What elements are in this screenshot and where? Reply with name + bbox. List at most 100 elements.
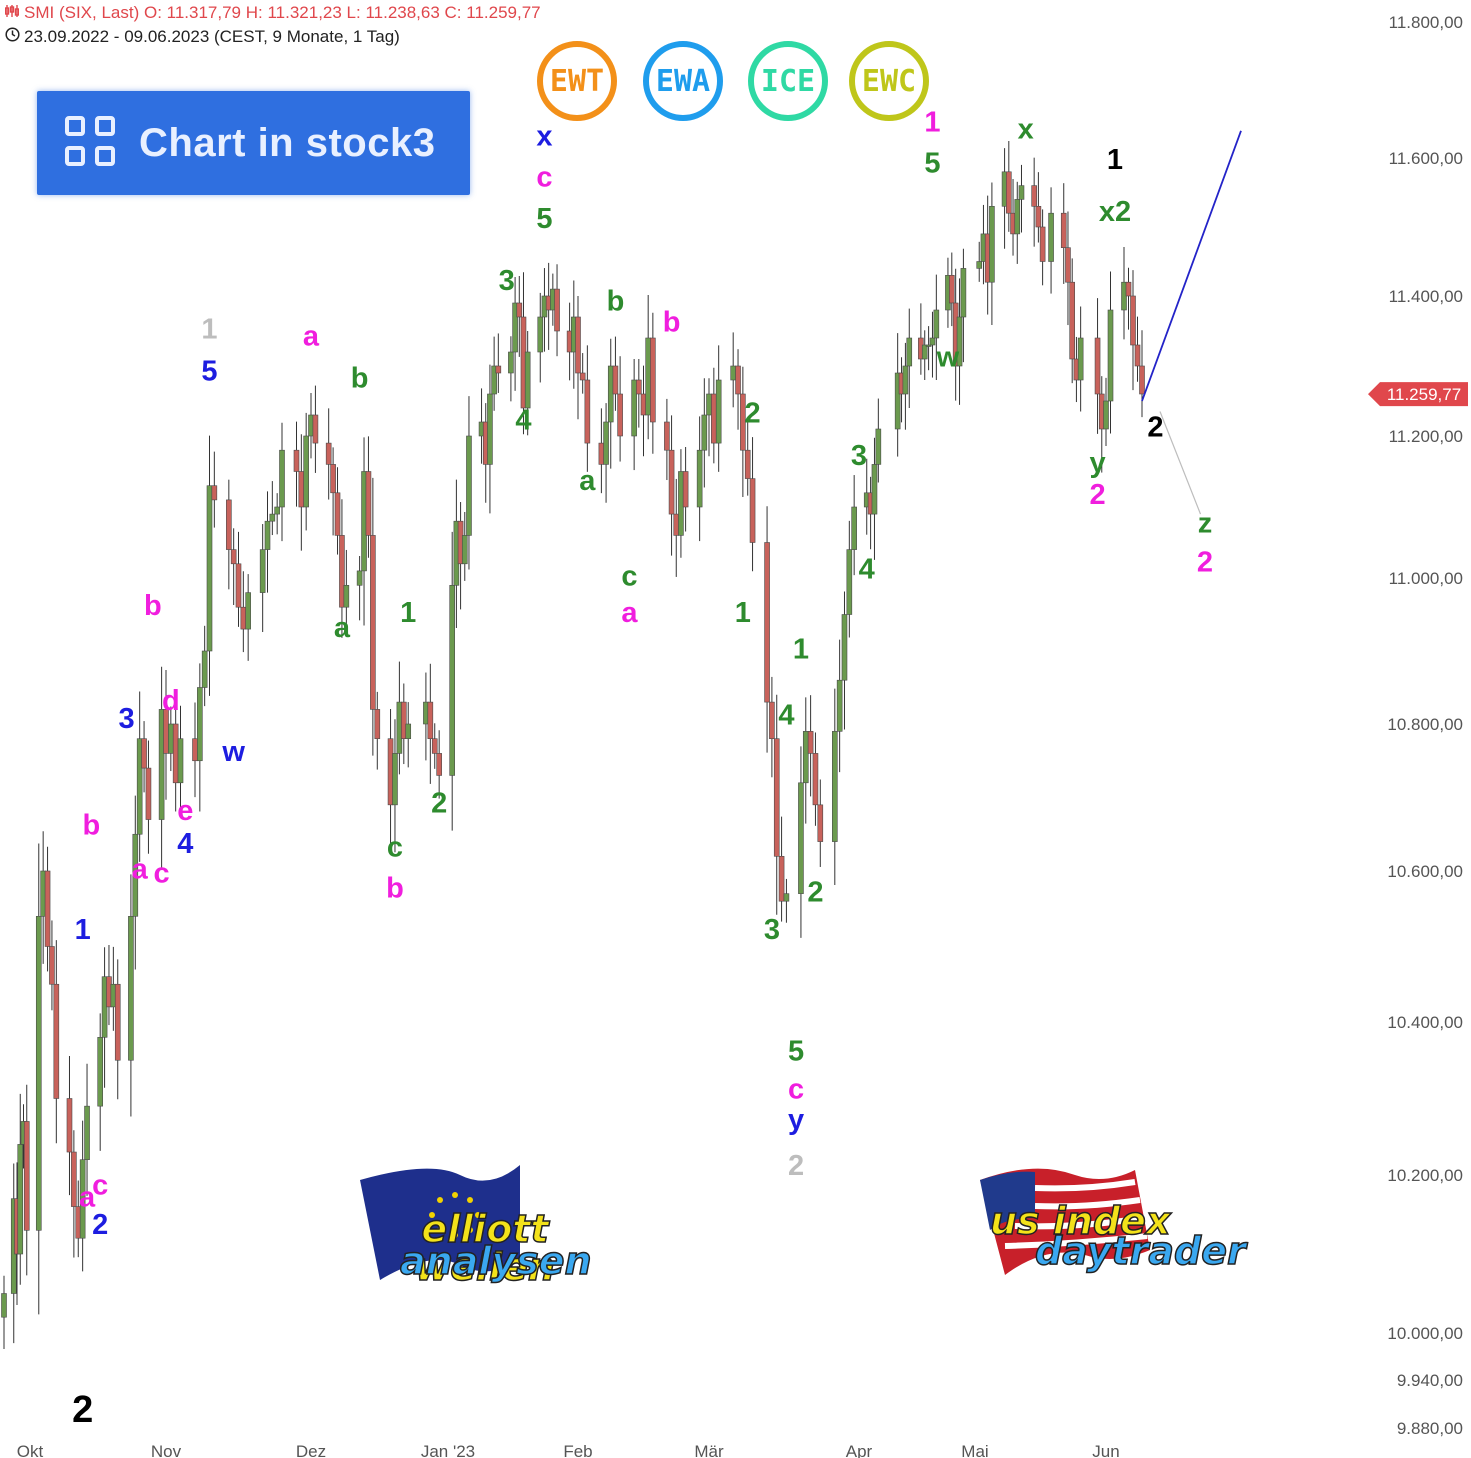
candle-body [370,535,376,710]
candle-body [1039,226,1046,262]
chart-in-stock3-button[interactable]: Chart in stock3 [37,91,470,195]
wave-label: a [579,465,596,497]
candle-body [617,393,623,437]
badge-ewc[interactable]: EWC [849,41,929,121]
candle-body [1094,337,1101,395]
candle-body [1103,400,1109,430]
wave-label: b [351,363,369,395]
candle-body [226,499,232,550]
wave-label: 4 [859,554,875,586]
wave-label: x2 [1099,196,1131,228]
candle-body [49,946,55,985]
candle-body [84,1105,90,1161]
candle-body [575,316,581,374]
candle-body [401,701,407,739]
candle-body [764,542,770,703]
candle-body [1060,212,1067,248]
candle-body [696,449,703,508]
candle-body [145,767,152,820]
wave-label: 2 [1147,412,1163,444]
candle-body [132,833,139,917]
candle-body [516,302,523,318]
candle-body [293,449,300,472]
ohlc-header: SMI (SIX, Last) O: 11.317,79 H: 11.321,2… [4,3,541,23]
candle-body [1048,212,1054,262]
candle-body [1014,199,1021,235]
wave-labels-layer: 2ac21ba3bcde415wabacb1234xc5abcab2134125… [72,107,1213,1431]
wave-label: 4 [778,699,794,731]
candle-body [650,337,656,423]
candle-body [487,393,493,465]
wave-label: c [621,561,637,593]
candle-body [902,365,909,395]
candle-body [1,1293,7,1318]
last-price-tag-bg [1368,382,1468,407]
badge-ewt[interactable]: EWT [537,41,617,121]
y-tick-label: 11.800,00 [1389,13,1463,32]
candle-body [1077,337,1084,381]
wave-label: 5 [924,148,940,180]
candle-body [235,563,242,608]
wave-label: 2 [807,876,823,908]
wave-label: w [936,342,960,374]
candle-body [812,753,819,806]
candle-body [330,464,336,494]
badge-ewa[interactable]: EWA [643,41,723,121]
candle-body [645,337,651,416]
wave-label: 5 [536,203,552,235]
candle-body [466,435,472,536]
candle-body [929,337,936,346]
y-tick-label: 10.200,00 [1387,1166,1463,1185]
wave-label: 2 [431,788,447,820]
x-tick-label: Apr [846,1442,873,1458]
wave-label: 5 [201,356,217,388]
wave-label: c [788,1074,804,1106]
wave-label: 1 [400,597,416,629]
candle-body [817,804,824,842]
last-price-tag: 11.259,77 [1368,382,1468,407]
candle-body [715,379,722,444]
candle-body [871,464,878,515]
y-tick-label: 10.800,00 [1387,715,1463,734]
y-tick-label: 11.200,00 [1389,427,1463,446]
candle-body [1134,344,1141,367]
candle-body [925,344,932,347]
period-text: 23.09.2022 - 09.06.2023 (CEST, 9 Monate,… [24,27,400,46]
y-tick-label: 11.000,00 [1389,569,1463,588]
candle-body [802,731,809,784]
candle-body [846,549,853,615]
candle-body [851,506,857,550]
candle-body [259,549,266,593]
candle-body [841,614,848,681]
wave-label: 4 [177,828,193,860]
candle-body [636,379,642,395]
candle-body [1107,309,1114,402]
candle-body [584,379,591,444]
wave-label: 2 [92,1209,108,1241]
candle-body [177,738,184,784]
y-tick-label: 10.000,00 [1387,1324,1463,1343]
candle-body [730,365,736,381]
candle-body [211,485,218,501]
ohlc-text: SMI (SIX, Last) O: 11.317,79 H: 11.321,2… [24,3,541,22]
candle-body [783,893,790,902]
badge-ice[interactable]: ICE [748,41,828,121]
y-tick-label: 9.940,00 [1397,1371,1463,1390]
candle-body [339,535,345,608]
x-tick-label: Nov [151,1442,182,1458]
wave-label: 2 [1089,479,1105,511]
wave-label: c [536,161,552,193]
candle-body [740,393,746,451]
wave-label: b [607,286,625,318]
candle-body [206,485,213,652]
candle-body [682,471,689,508]
candle-body [168,723,174,754]
candle-body [524,351,531,409]
wave-label: a [303,321,320,353]
candle-body [97,1037,103,1107]
wave-label: 2 [744,398,760,430]
candle-body [1125,281,1132,297]
wave-label: 5 [788,1035,804,1067]
wave-label: 1 [793,634,809,666]
